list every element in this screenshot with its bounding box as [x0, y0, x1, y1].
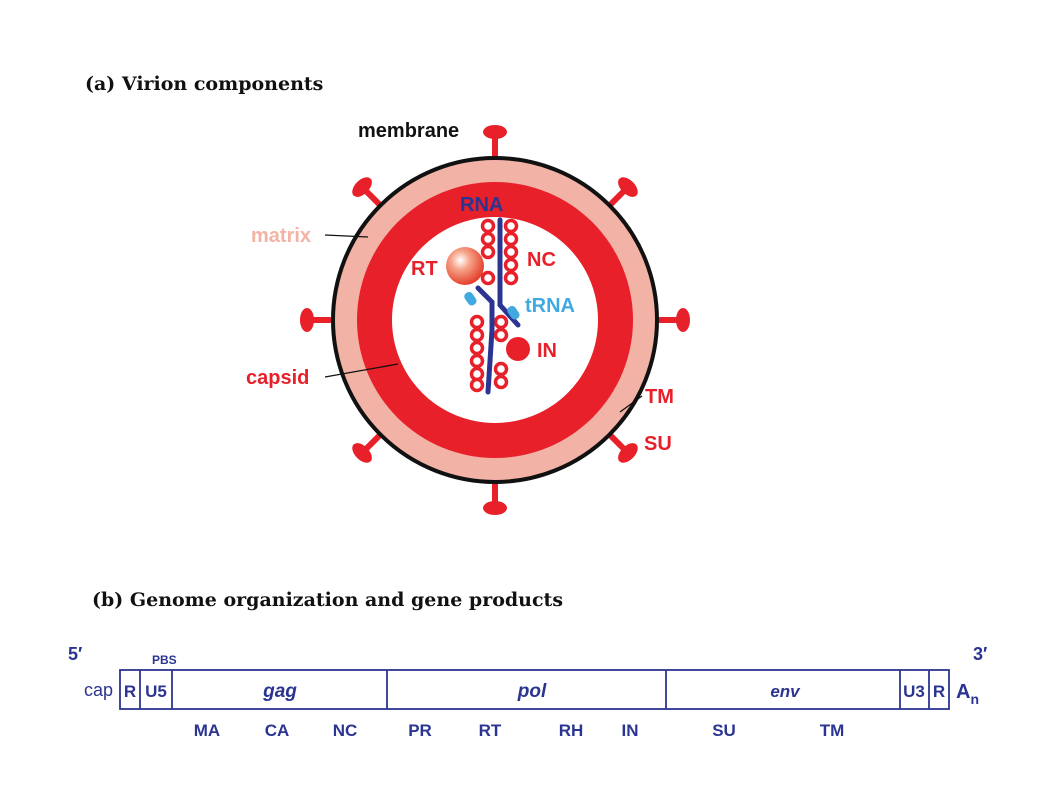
nc-label: NC: [527, 249, 556, 271]
in-enzyme: [506, 337, 530, 361]
segment-r-left: R: [124, 682, 136, 701]
product-ca: CA: [265, 721, 290, 740]
rna-label: RNA: [460, 194, 503, 216]
genome-bar: [119, 669, 950, 710]
nc-bead: [493, 327, 509, 343]
nc-bead: [480, 231, 496, 247]
nc-bead: [480, 244, 496, 260]
su-knob: [300, 308, 314, 332]
nc-bead: [469, 377, 485, 393]
rna-strand-1-tail: [497, 302, 521, 328]
nc-bead: [503, 270, 519, 286]
tm-label: TM: [645, 386, 674, 408]
capsid-label: capsid: [246, 367, 309, 389]
nc-bead: [503, 257, 519, 273]
su-knob: [483, 125, 507, 139]
segment-pol: pol: [517, 681, 547, 702]
nc-proteins: [469, 218, 519, 393]
polya-base: A: [956, 681, 970, 703]
pbs-label: PBS: [152, 653, 177, 667]
product-rt: RT: [479, 721, 502, 740]
product-tm: TM: [820, 721, 845, 740]
product-rh: RH: [559, 721, 584, 740]
in-label: IN: [537, 340, 557, 362]
segment-u5: U5: [145, 682, 167, 701]
segment-gag: gag: [262, 681, 297, 702]
su-knob: [352, 177, 372, 197]
nc-bead: [469, 353, 485, 369]
trna-right: [507, 305, 520, 320]
nc-bead: [469, 340, 485, 356]
rt-label: RT: [411, 258, 438, 280]
segment-u3: U3: [903, 682, 925, 701]
nc-bead: [503, 218, 519, 234]
su-knob: [483, 501, 507, 515]
envelope-spikes: [300, 125, 690, 515]
nc-bead: [493, 314, 509, 330]
su-knob: [676, 308, 690, 332]
nc-bead: [503, 244, 519, 260]
matrix-leader: [324, 234, 369, 238]
nc-bead: [503, 231, 519, 247]
su-knob: [352, 443, 372, 463]
nc-bead: [469, 327, 485, 343]
rna-strand-2: [475, 285, 495, 395]
trna-molecules: [464, 291, 520, 320]
segment-env: env: [770, 682, 801, 701]
su-knob: [618, 443, 638, 463]
tm-leader: [619, 395, 643, 413]
rna-strands: [475, 217, 521, 395]
three-prime-label: 3′: [973, 644, 987, 664]
polya-subscript: n: [970, 691, 979, 707]
segment-r-right: R: [933, 682, 945, 701]
su-knob: [618, 177, 638, 197]
su-label: SU: [644, 433, 672, 455]
product-in: IN: [622, 721, 639, 740]
trna-left: [464, 291, 477, 306]
five-prime-label: 5′: [68, 644, 82, 664]
product-pr: PR: [408, 721, 432, 740]
product-ma: MA: [194, 721, 220, 740]
nc-bead: [480, 218, 496, 234]
nc-bead: [493, 374, 509, 390]
product-su: SU: [712, 721, 736, 740]
panel-b-title: (b) Genome organization and gene product…: [92, 589, 563, 611]
nc-bead: [493, 361, 509, 377]
panel-a-title: (a) Virion components: [85, 73, 323, 95]
cap-label: cap: [84, 680, 113, 700]
nc-bead: [469, 314, 485, 330]
membrane-label: membrane: [358, 120, 459, 142]
polya-tail: An: [956, 681, 979, 707]
nc-bead: [480, 270, 496, 286]
matrix-label: matrix: [251, 225, 311, 247]
product-nc: NC: [333, 721, 358, 740]
capsid-leader: [324, 363, 399, 378]
trna-label: tRNA: [525, 295, 575, 317]
rt-enzyme: [446, 247, 484, 285]
